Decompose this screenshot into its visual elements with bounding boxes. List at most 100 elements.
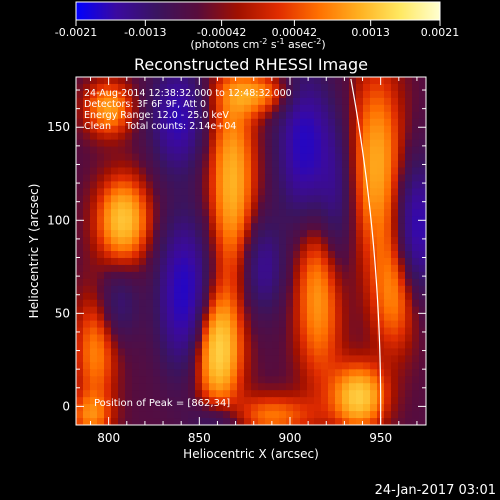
heatmap-cell bbox=[314, 209, 322, 217]
heatmap-cell bbox=[405, 397, 413, 405]
heatmap-cell bbox=[370, 341, 378, 350]
heatmap-cell bbox=[321, 202, 329, 210]
heatmap-cell bbox=[258, 285, 266, 294]
heatmap-cell bbox=[342, 327, 350, 336]
heatmap-cell bbox=[328, 348, 336, 356]
heatmap-cell bbox=[335, 348, 343, 356]
heatmap-cell bbox=[132, 153, 140, 162]
heatmap-cell bbox=[111, 362, 119, 370]
heatmap-cell bbox=[188, 104, 196, 113]
heatmap-cell bbox=[419, 237, 426, 245]
heatmap-cell bbox=[111, 418, 119, 425]
heatmap-cell bbox=[153, 230, 161, 238]
heatmap-cell bbox=[258, 160, 266, 169]
heatmap-cell bbox=[314, 216, 322, 224]
heatmap-cell bbox=[188, 292, 196, 301]
heatmap-cell bbox=[398, 209, 406, 217]
heatmap-cell bbox=[398, 348, 406, 356]
heatmap-cell bbox=[370, 404, 378, 412]
heatmap-cell bbox=[167, 230, 175, 238]
heatmap-cell bbox=[216, 313, 224, 322]
heatmap-cell bbox=[377, 188, 385, 196]
heatmap-cell bbox=[104, 83, 112, 92]
heatmap-cell bbox=[314, 362, 322, 370]
heatmap-cell bbox=[118, 174, 126, 182]
heatmap-cell bbox=[76, 181, 84, 189]
heatmap-cell bbox=[300, 83, 308, 92]
heatmap-cell bbox=[363, 257, 371, 266]
heatmap-cell bbox=[160, 202, 168, 210]
heatmap-cell bbox=[258, 118, 266, 127]
heatmap-cell bbox=[293, 404, 301, 412]
heatmap-cell bbox=[153, 369, 161, 377]
heatmap-cell bbox=[83, 341, 91, 350]
heatmap-cell bbox=[258, 132, 266, 141]
heatmap-cell bbox=[412, 188, 420, 196]
heatmap-cell bbox=[356, 77, 364, 85]
heatmap-cell bbox=[272, 355, 280, 363]
heatmap-cell bbox=[167, 160, 175, 169]
heatmap-cell bbox=[384, 104, 392, 113]
heatmap-cell bbox=[265, 285, 273, 294]
heatmap-cell bbox=[237, 397, 245, 405]
heatmap-cell bbox=[90, 230, 98, 238]
heatmap-cell bbox=[258, 278, 266, 287]
heatmap-cell bbox=[265, 320, 273, 329]
heatmap-cell bbox=[321, 77, 329, 85]
heatmap-cell bbox=[83, 390, 91, 398]
heatmap-cell bbox=[321, 404, 329, 412]
heatmap-cell bbox=[398, 362, 406, 370]
heatmap-cell bbox=[349, 118, 357, 127]
heatmap-cell bbox=[342, 390, 350, 398]
heatmap-cell bbox=[146, 369, 154, 377]
heatmap-cell bbox=[209, 257, 217, 266]
heatmap-cell bbox=[251, 244, 259, 252]
heatmap-cell bbox=[223, 188, 231, 196]
heatmap-cell bbox=[342, 320, 350, 329]
heatmap-cell bbox=[104, 77, 112, 85]
heatmap-cell bbox=[293, 299, 301, 308]
colorbar-tick-label: -0.0013 bbox=[124, 26, 166, 39]
heatmap-cell bbox=[251, 390, 259, 398]
heatmap-cell bbox=[97, 327, 105, 336]
heatmap-cell bbox=[97, 411, 105, 419]
heatmap-cell bbox=[244, 223, 252, 231]
heatmap-cell bbox=[363, 97, 371, 106]
heatmap-cell bbox=[209, 418, 217, 425]
heatmap-cell bbox=[265, 327, 273, 336]
heatmap-cell bbox=[90, 188, 98, 196]
heatmap-cell bbox=[132, 237, 140, 245]
heatmap-cell bbox=[111, 209, 119, 217]
heatmap-cell bbox=[132, 118, 140, 127]
heatmap-cell bbox=[258, 174, 266, 182]
heatmap-cell bbox=[342, 404, 350, 412]
heatmap-cell bbox=[251, 327, 259, 336]
heatmap-cell bbox=[328, 306, 336, 315]
heatmap-cell bbox=[419, 355, 426, 363]
heatmap-cell bbox=[258, 195, 266, 203]
heatmap-cell bbox=[76, 313, 84, 322]
heatmap-cell bbox=[202, 390, 210, 398]
heatmap-cell bbox=[335, 188, 343, 196]
heatmap-cell bbox=[174, 362, 182, 370]
heatmap-cell bbox=[300, 202, 308, 210]
heatmap-cell bbox=[167, 167, 175, 176]
heatmap-cell bbox=[223, 327, 231, 336]
heatmap-cell bbox=[412, 306, 420, 315]
heatmap-cell bbox=[370, 111, 378, 120]
heatmap-cell bbox=[321, 251, 329, 259]
heatmap-cell bbox=[104, 188, 112, 196]
heatmap-cell bbox=[391, 167, 399, 176]
heatmap-cell bbox=[293, 181, 301, 189]
heatmap-cell bbox=[272, 418, 280, 425]
heatmap-cell bbox=[181, 264, 189, 273]
heatmap-cell bbox=[258, 216, 266, 224]
heatmap-cell bbox=[272, 223, 280, 231]
heatmap-cell bbox=[132, 320, 140, 329]
heatmap-cell bbox=[132, 111, 140, 120]
heatmap-cell bbox=[132, 285, 140, 294]
heatmap-cell bbox=[216, 118, 224, 127]
heatmap-cell bbox=[391, 83, 399, 92]
heatmap-cell bbox=[111, 271, 119, 280]
heatmap-cell bbox=[251, 383, 259, 391]
